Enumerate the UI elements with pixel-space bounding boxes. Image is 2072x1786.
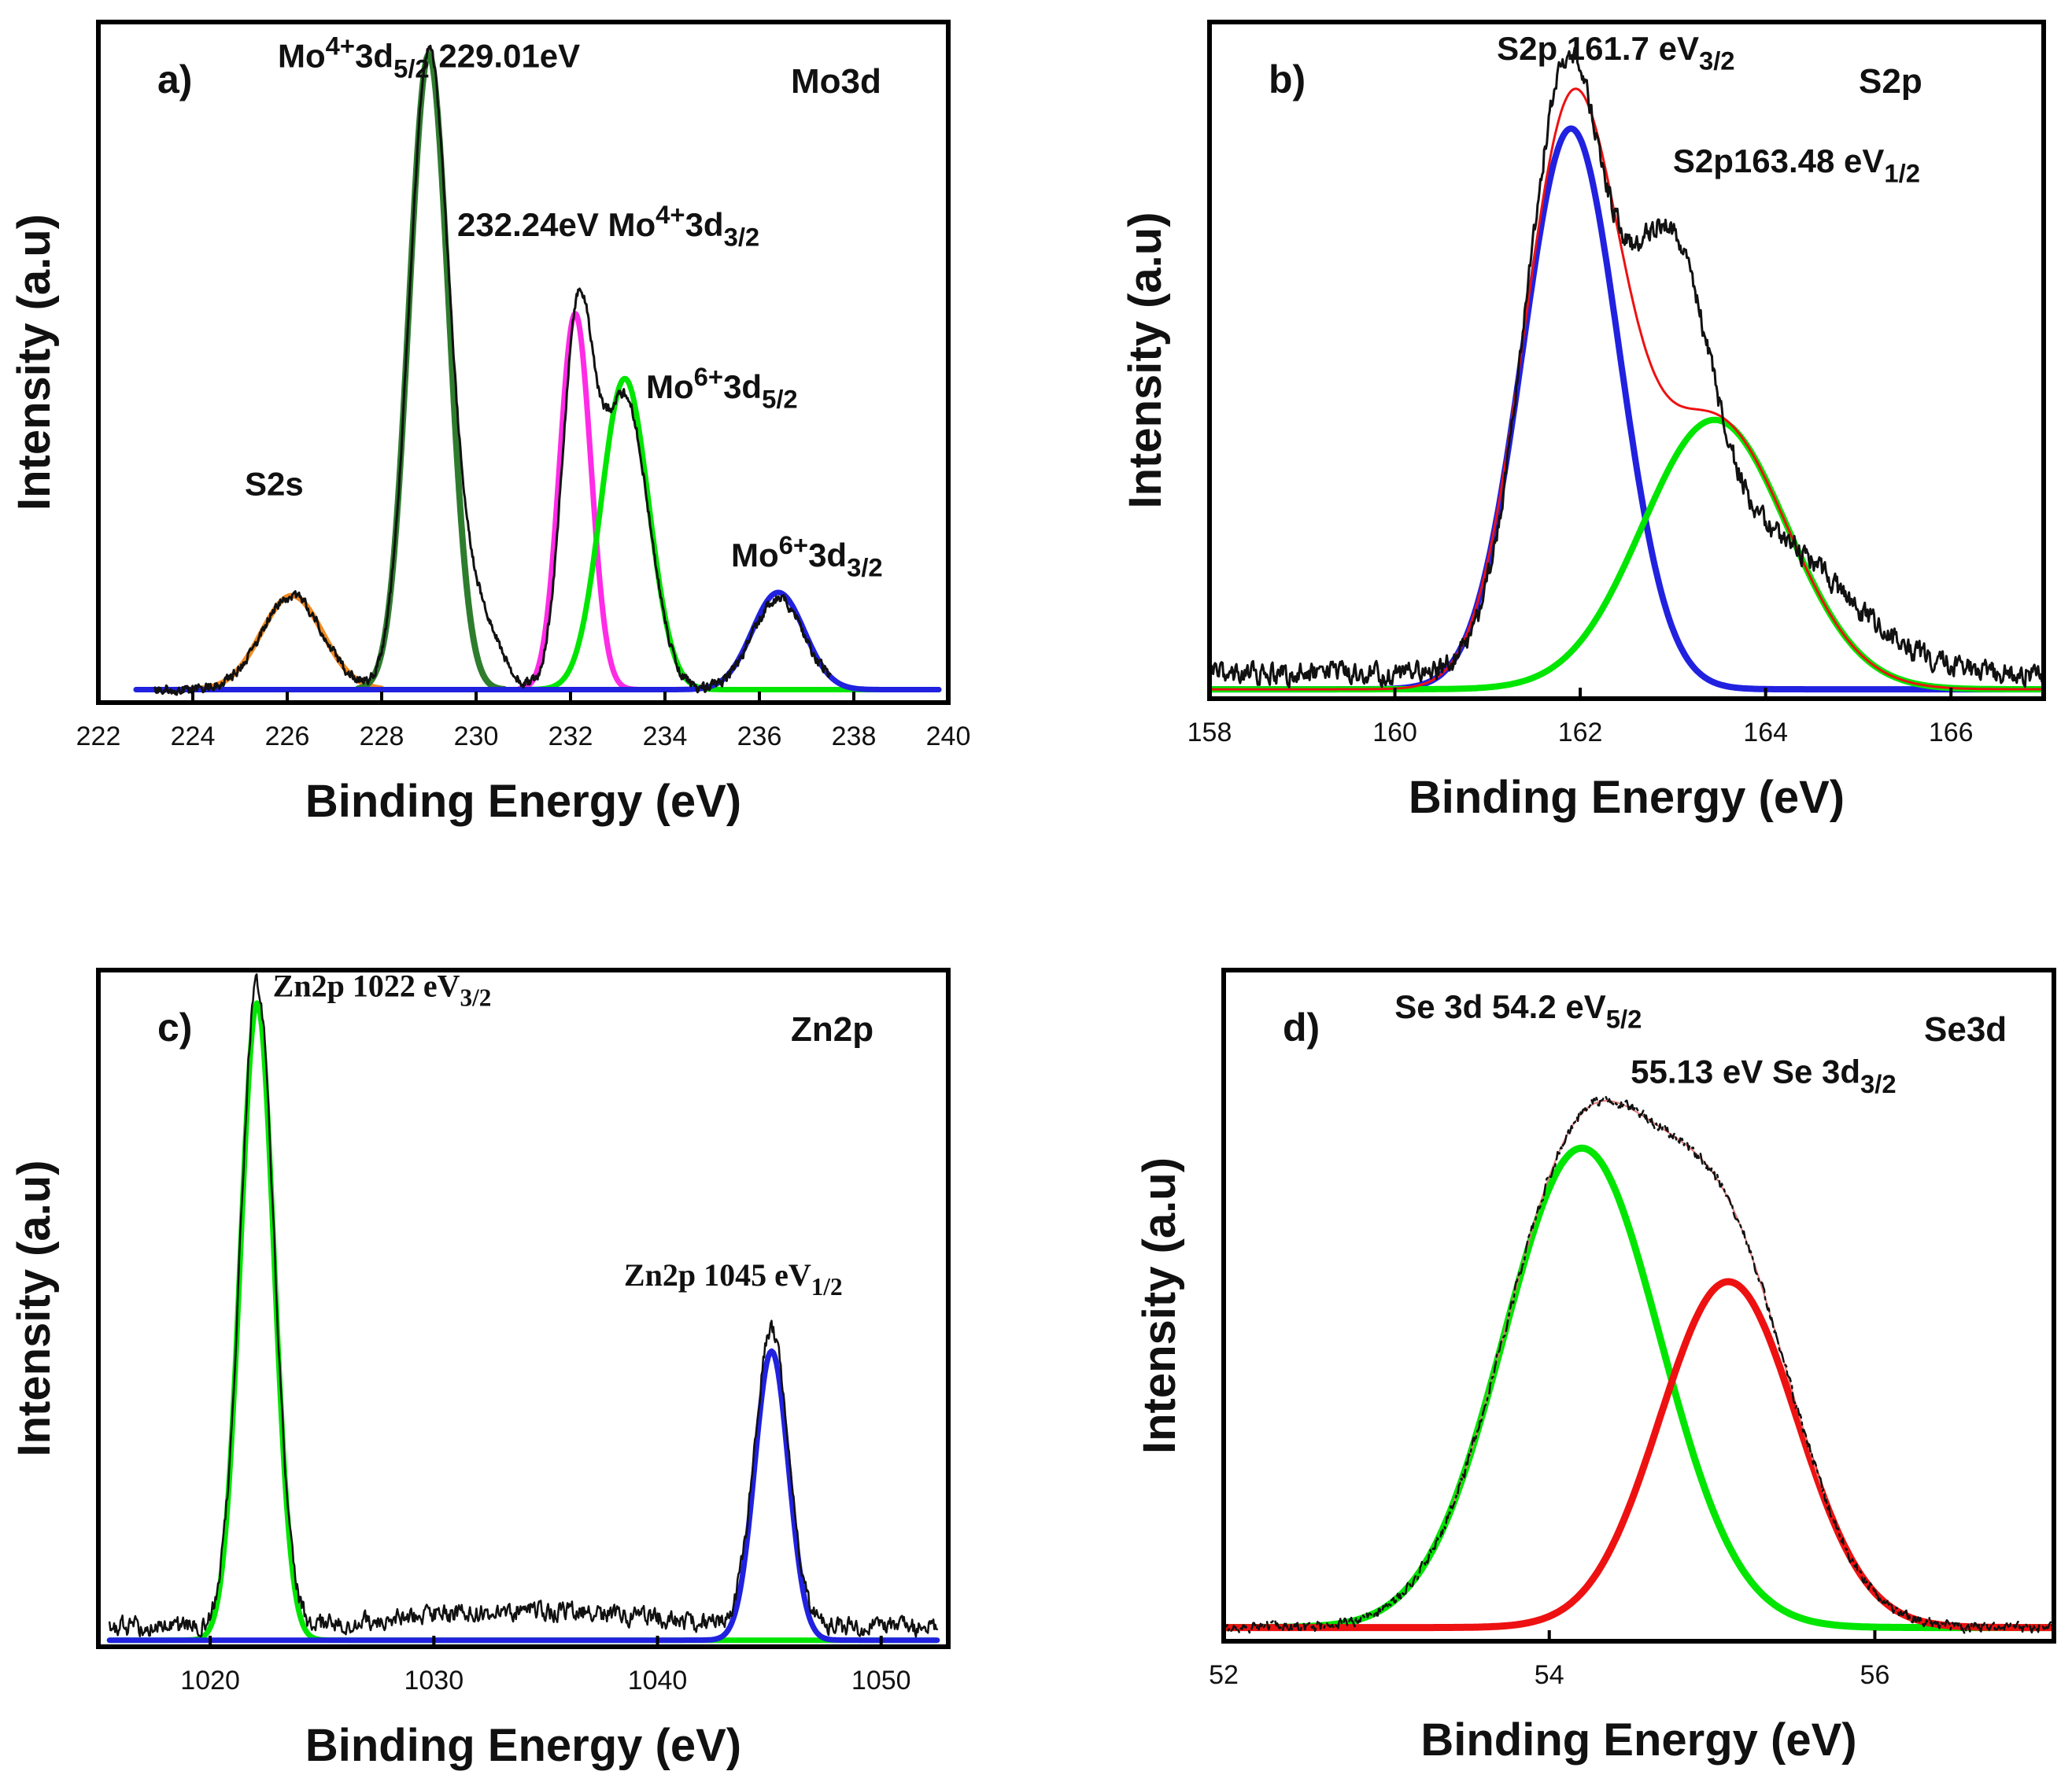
peak-annotation-d-1: 55.13 eV Se 3d3/2 xyxy=(1631,1054,1896,1099)
panel-label-b: b) xyxy=(1269,57,1306,101)
panel-label-d: d) xyxy=(1283,1006,1320,1050)
series-c-experimental xyxy=(108,973,939,1638)
axes-frame-b xyxy=(1207,20,2046,701)
x-tick-label-a-5: 232 xyxy=(548,721,593,751)
peak-annotation-c-1: Zn2p 1045 eV1/2 xyxy=(624,1257,843,1301)
x-axis-label-c: Binding Energy (eV) xyxy=(305,1720,741,1771)
x-axis-label-a: Binding Energy (eV) xyxy=(305,776,741,827)
panel-title-d: Se3d xyxy=(1924,1010,2007,1049)
curves-c xyxy=(106,973,940,1644)
x-axis-label-b: Binding Energy (eV) xyxy=(1409,772,1845,823)
peak-annotation-d-0: Se 3d 54.2 eV5/2 xyxy=(1394,988,1642,1034)
x-tick-label-b-4: 166 xyxy=(1929,718,1974,747)
series-b-s2p3-2 xyxy=(1210,125,2044,693)
x-tick-label-d-0: 52 xyxy=(1209,1660,1239,1690)
x-tick-label-b-0: 158 xyxy=(1187,718,1232,747)
x-tick-label-a-3: 228 xyxy=(360,721,404,751)
y-axis-label-b: Intensity (a.u) xyxy=(1120,212,1171,508)
peak-annotation-a-1: 232.24eV Mo4+3d3/2 xyxy=(457,200,759,252)
x-tick-label-b-3: 164 xyxy=(1743,718,1788,747)
series-d-se-3d5-2 xyxy=(1224,1144,2054,1632)
panel-label-c: c) xyxy=(157,1006,192,1050)
series-a-mo4-3d3-2 xyxy=(515,311,640,692)
panel-title-c: Zn2p xyxy=(791,1010,873,1049)
series-a-mo6-3d3-2 xyxy=(133,589,942,692)
y-axis-label-d: Intensity (a.u) xyxy=(1134,1157,1185,1454)
series-d-se-3d3-2 xyxy=(1224,1278,2054,1632)
y-axis-label-a: Intensity (a.u) xyxy=(9,214,60,511)
curves-a xyxy=(133,44,942,696)
series-b-experimental xyxy=(1210,46,2044,688)
panel-label-a: a) xyxy=(157,57,192,101)
panel-title-b: S2p xyxy=(1859,62,1922,101)
x-tick-label-d-2: 56 xyxy=(1860,1660,1890,1690)
x-tick-label-a-7: 236 xyxy=(737,721,782,751)
x-tick-label-a-6: 234 xyxy=(643,721,688,751)
x-tick-label-c-0: 1020 xyxy=(180,1666,240,1696)
peak-annotation-a-4: Mo6+3d3/2 xyxy=(731,530,883,582)
peak-annotation-c-0: Zn2p 1022 eV3/2 xyxy=(273,968,492,1011)
series-b-s2p1-2 xyxy=(1210,416,2044,693)
peak-annotation-a-2: Mo6+3d5/2 xyxy=(646,362,798,414)
x-tick-label-c-3: 1050 xyxy=(851,1666,911,1696)
panel-c: 1020 1030 1040 1050 Binding Energy (eV) Inten… xyxy=(9,968,951,1771)
series-a-experimental xyxy=(153,44,832,696)
x-tick-label-a-2: 226 xyxy=(265,721,310,751)
x-tick-label-b-2: 162 xyxy=(1558,718,1603,747)
panel-title-a: Mo3d xyxy=(791,62,881,101)
x-tick-label-a-4: 230 xyxy=(454,721,499,751)
x-tick-label-a-0: 222 xyxy=(76,721,121,751)
series-c-zn2p1-2 xyxy=(106,1348,940,1644)
x-tick-label-b-1: 160 xyxy=(1372,718,1417,747)
axes-frame-c xyxy=(96,968,951,1649)
series-b-envelope xyxy=(1210,87,2044,691)
curves-d xyxy=(1224,1094,2054,1634)
peak-annotation-b-0: S2p 161.7 eV3/2 xyxy=(1497,30,1734,76)
peak-annotation-a-3: S2s xyxy=(245,465,304,502)
x-tick-label-a-9: 240 xyxy=(926,721,971,751)
panel-a: 222 224 226 228 230 232 234 236 238 240 Binding En… xyxy=(9,20,971,827)
peak-annotation-b-1: S2p163.48 eV1/2 xyxy=(1673,142,1920,188)
x-tick-label-c-2: 1040 xyxy=(628,1666,688,1696)
series-c-zn2p3-2 xyxy=(106,1000,940,1644)
x-tick-label-d-1: 54 xyxy=(1535,1660,1564,1690)
axes-frame-d xyxy=(1221,968,2056,1644)
x-axis-label-d: Binding Energy (eV) xyxy=(1420,1714,1856,1766)
series-d-envelope xyxy=(1450,1100,1827,1509)
curves-b xyxy=(1210,46,2044,693)
x-tick-label-a-8: 238 xyxy=(832,721,877,751)
x-tick-label-c-1: 1030 xyxy=(404,1666,464,1696)
panel-b: 158 160 162 164 166 Binding Energy (eV) Intens… xyxy=(1120,20,2046,823)
y-axis-label-c: Intensity (a.u) xyxy=(9,1160,60,1456)
peak-annotation-a-0: Mo4+3d5/2 229.01eV xyxy=(278,31,580,83)
series-d-experimental xyxy=(1224,1094,2054,1634)
axes-frame-a xyxy=(96,20,951,705)
x-tick-label-a-1: 224 xyxy=(171,721,216,751)
